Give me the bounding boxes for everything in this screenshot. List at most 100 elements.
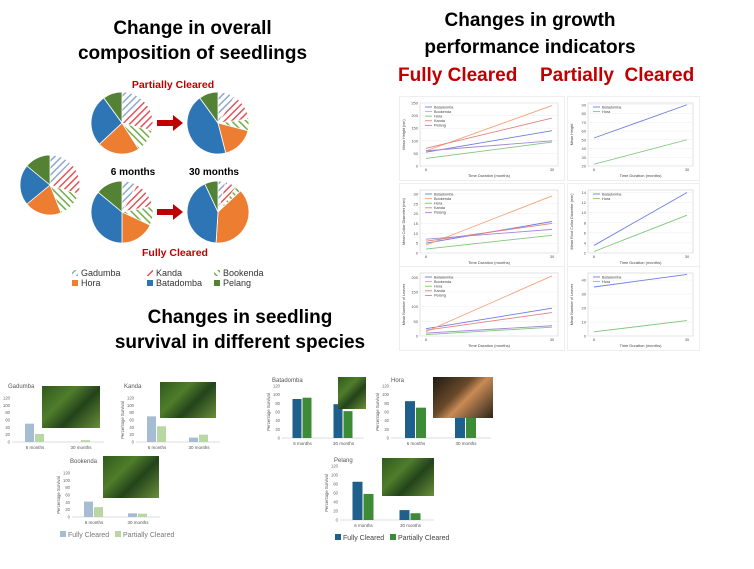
bar-fully-cleared xyxy=(399,510,410,520)
y-tick-label: 8 xyxy=(584,220,587,225)
y-tick-label: 0 xyxy=(278,436,281,441)
y-tick-label: 12 xyxy=(582,200,587,205)
photo-pelang xyxy=(382,458,434,496)
y-tick-label: 120 xyxy=(3,396,11,401)
y-tick-label: 60 xyxy=(384,410,389,415)
series-line-hora xyxy=(425,326,553,335)
y-tick-label: 10 xyxy=(582,210,587,215)
y-tick-label: 120 xyxy=(382,384,390,389)
category-label: 30 months xyxy=(127,520,149,525)
y-tick-label: 20 xyxy=(582,164,587,169)
bar-fully-cleared xyxy=(25,423,34,442)
legend-label: Pelang xyxy=(434,211,446,215)
series-line-batadomba xyxy=(425,130,553,153)
x-tick-label: 30 xyxy=(685,167,690,172)
y-tick-label: 20 xyxy=(384,427,389,432)
line-chart-fully-collar: 0 5 10 15 20 25 30 6 30 Time Duration (months) Mea… xyxy=(399,183,565,268)
y-tick-label: 0 xyxy=(132,440,135,445)
y-tick-label: 100 xyxy=(3,403,11,408)
series-line-hora xyxy=(425,141,553,159)
bar-chart-gadumba: Gadumba 0 20 40 60 80 100 120 6 months 30 months xyxy=(3,384,104,450)
label-partially-cleared: Partially Cleared xyxy=(132,79,214,91)
label-fully-cleared: Fully Cleared xyxy=(142,247,208,259)
pie-section: Partially Cleared 6 months 30 months Ful… xyxy=(19,79,264,288)
y-tick-label: 80 xyxy=(129,410,134,415)
label-6-months: 6 months xyxy=(111,167,156,178)
category-label: 6 months xyxy=(293,441,312,446)
bar-chart-title: Pelang xyxy=(334,458,353,464)
legend-pelang: Pelang xyxy=(223,278,251,288)
y-tick-label: 100 xyxy=(411,304,418,309)
legend-label: Kanda xyxy=(434,289,446,293)
pie-slice-pelang xyxy=(199,91,219,125)
bar-partially-cleared xyxy=(138,513,147,517)
y-tick-label: 0 xyxy=(416,251,419,256)
y-tick-label: 4 xyxy=(584,240,587,245)
photo-batadomba xyxy=(338,377,366,409)
category-label: 6 months xyxy=(148,445,167,450)
y-tick-label: 40 xyxy=(582,278,587,283)
bar-partially-cleared xyxy=(466,417,476,438)
bar-partially-cleared xyxy=(157,426,166,442)
y-tick-label: 0 xyxy=(584,334,587,339)
legend-bookenda: Bookenda xyxy=(223,268,264,278)
legend-hora: Hora xyxy=(81,278,101,288)
bar-fully-cleared xyxy=(189,437,198,442)
category-label: 30 months xyxy=(455,441,477,446)
y-tick-label: 80 xyxy=(582,111,587,116)
y-tick-label: 100 xyxy=(411,138,418,143)
category-label: 6 months xyxy=(26,445,45,450)
bar-legend-fully-dark: Fully Cleared xyxy=(342,535,385,542)
legend-label: Pelang xyxy=(434,294,446,298)
line-chart-partial-height: 20 30 40 50 60 70 80 90 6 30 Time Duration (months… xyxy=(567,96,700,181)
bar-partially-cleared xyxy=(343,411,353,438)
bar-fully-cleared xyxy=(455,414,465,438)
x-axis-label: Time Duration (months) xyxy=(620,173,663,178)
pie-slice-pelang xyxy=(204,180,219,213)
pie-slice-pelang xyxy=(103,91,123,125)
x-tick-label: 6 xyxy=(593,167,596,172)
y-tick-label: 15 xyxy=(414,221,419,226)
series-line-kanda xyxy=(425,312,553,331)
y-axis-label: Percentage Survival xyxy=(56,476,61,514)
bar-partially-cleared xyxy=(410,513,421,520)
legend-label: Hora xyxy=(602,197,611,201)
y-tick-label: 20 xyxy=(582,306,587,311)
y-tick-label: 120 xyxy=(273,384,281,389)
y-axis-label: Mean Height (cm) xyxy=(402,119,406,150)
pie-legend: Gadumba Kanda Bookenda Hora Batadomba Pe… xyxy=(72,268,264,288)
pie-initial xyxy=(19,154,81,216)
bar-legend-partially-dark: Partially Cleared xyxy=(398,535,450,542)
y-tick-label: 120 xyxy=(127,396,135,401)
bar-fully-cleared xyxy=(352,481,363,520)
bar-fully-cleared xyxy=(84,501,93,517)
y-tick-label: 150 xyxy=(411,126,418,131)
legend-label: Batadomba xyxy=(434,105,454,109)
x-axis-label: Time Duration (months) xyxy=(468,343,511,348)
bar-chart-title: Bookenda xyxy=(70,459,98,465)
y-tick-label: 120 xyxy=(331,464,339,469)
legend-label: Hora xyxy=(434,202,443,206)
x-tick-label: 30 xyxy=(550,254,555,259)
bar-fully-cleared xyxy=(128,513,137,517)
series-line-batadomba xyxy=(593,192,688,246)
y-tick-label: 50 xyxy=(414,151,419,156)
pie-slice-batadomba xyxy=(19,165,51,205)
legend-kanda: Kanda xyxy=(156,268,182,278)
photo-hora xyxy=(433,377,493,418)
legend-label: Hora xyxy=(434,285,443,289)
y-tick-label: 40 xyxy=(384,418,389,423)
legend-label: Batadomba xyxy=(434,275,454,279)
bar-legend-light: Fully Cleared Partially Cleared xyxy=(60,531,174,539)
bar-fully-cleared xyxy=(333,404,343,438)
category-label: 30 months xyxy=(188,445,210,450)
series-line-batadomba xyxy=(593,273,688,288)
x-axis-label: Time Duration (months) xyxy=(620,343,663,348)
y-axis-label: Percentage Survival xyxy=(375,393,380,431)
y-tick-label: 150 xyxy=(411,290,418,295)
x-tick-label: 30 xyxy=(685,337,690,342)
x-axis-label: Time Duration (months) xyxy=(468,260,511,265)
y-tick-label: 0 xyxy=(387,436,390,441)
y-tick-label: 20 xyxy=(333,509,338,514)
